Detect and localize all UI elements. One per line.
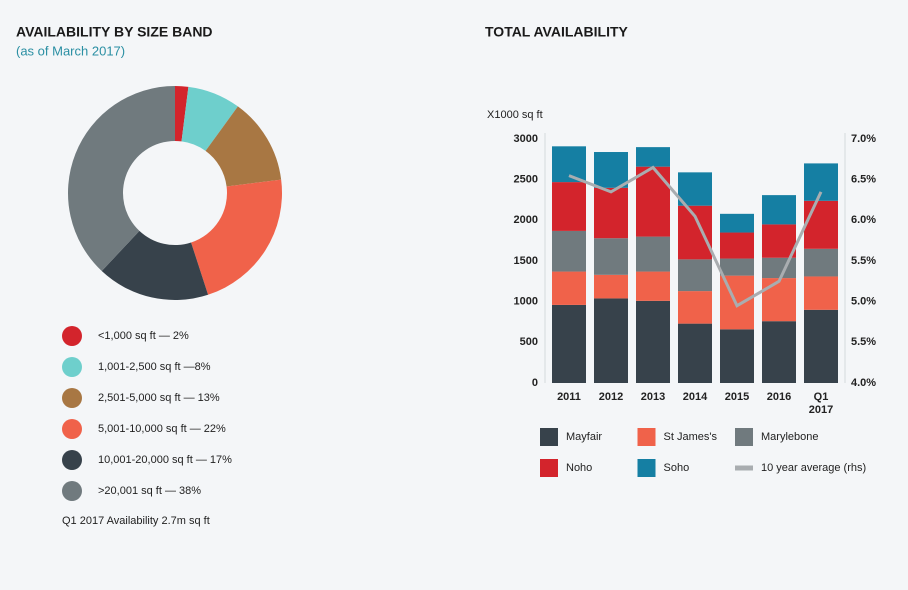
chart-title: AVAILABILITY BY SIZE BAND — [16, 24, 213, 40]
y2-tick-label: 5.0% — [851, 296, 876, 308]
donut-slice — [175, 86, 189, 142]
legend-label: 10 year average (rhs) — [761, 462, 866, 474]
legend-label: Mayfair — [566, 431, 602, 443]
bar-segment — [804, 200, 838, 249]
bar-segment — [762, 224, 796, 258]
bar-segment — [720, 258, 754, 276]
bar-segment — [762, 278, 796, 322]
legend-label: Marylebone — [761, 431, 818, 443]
legend-label: Soho — [664, 462, 690, 474]
y-tick-label: 1500 — [514, 255, 538, 267]
legend-label: 2,501-5,000 sq ft — 13% — [98, 392, 220, 404]
legend-label: 1,001-2,500 sq ft —8% — [98, 361, 211, 373]
bar-segment — [720, 329, 754, 383]
legend-swatch — [62, 419, 82, 439]
y-tick-label: 1000 — [514, 296, 538, 308]
bar-segment — [804, 309, 838, 383]
legend-label: >20,001 sq ft — 38% — [98, 485, 201, 497]
bar-segment — [804, 248, 838, 277]
legend-swatch — [637, 459, 656, 477]
donut-slice — [181, 86, 238, 151]
bar-segment — [594, 152, 628, 188]
bar-segment — [552, 304, 586, 383]
x-tick-label: 2012 — [599, 391, 623, 403]
donut-slice — [191, 179, 282, 295]
bar-segment — [552, 182, 586, 231]
legend-swatch — [540, 459, 558, 477]
bar-segment — [762, 195, 796, 225]
chart-title: TOTAL AVAILABILITY — [485, 24, 629, 40]
legend-label: 5,001-10,000 sq ft — 22% — [98, 423, 226, 435]
donut-slice — [205, 106, 282, 187]
legend-label: <1,000 sq ft — 2% — [98, 330, 189, 342]
x-tick-label: 2013 — [641, 391, 665, 403]
bar-segment — [678, 259, 712, 292]
bar-segment — [636, 147, 670, 167]
y-tick-label: 500 — [520, 336, 538, 348]
bar-segment — [678, 205, 712, 260]
legend-swatch — [62, 450, 82, 470]
bar-segment — [678, 291, 712, 324]
y2-tick-label: 4.0% — [851, 377, 876, 389]
x-tick-label: 2015 — [725, 391, 749, 403]
bar-segment — [636, 166, 670, 237]
legend-swatch — [62, 326, 82, 346]
y2-tick-label: 6.5% — [851, 174, 876, 186]
bar-segment — [636, 271, 670, 301]
bar-segment — [636, 236, 670, 272]
x-tick-label: 2016 — [767, 391, 791, 403]
donut-slice — [101, 230, 209, 300]
bar-segment — [678, 172, 712, 206]
bar-segment — [594, 238, 628, 275]
legend-swatch — [735, 428, 753, 446]
y2-tick-label: 5.5% — [851, 336, 876, 348]
bar-segment — [552, 271, 586, 305]
legend-swatch — [540, 428, 558, 446]
x-tick-label: 2014 — [683, 391, 708, 403]
chart-subtitle: (as of March 2017) — [16, 43, 125, 58]
y2-tick-label: 6.0% — [851, 214, 876, 226]
note: Q1 2017 Availability 2.7m sq ft — [62, 515, 210, 527]
bar-segment — [594, 274, 628, 299]
bar-segment — [720, 232, 754, 259]
y-tick-label: 2500 — [514, 174, 538, 186]
legend-label: 10,001-20,000 sq ft — 17% — [98, 454, 232, 466]
bar-segment — [552, 230, 586, 272]
legend-swatch — [62, 357, 82, 377]
bar-segment — [678, 323, 712, 383]
y-tick-label: 0 — [532, 377, 538, 389]
y-tick-label: 2000 — [514, 214, 538, 226]
bar-segment — [594, 187, 628, 239]
legend-label: Noho — [566, 462, 592, 474]
legend-label: St James's — [664, 431, 718, 443]
axis-label: X1000 sq ft — [487, 109, 543, 121]
bar-segment — [720, 213, 754, 233]
y2-tick-label: 5.5% — [851, 255, 876, 267]
x-tick-label: 2011 — [557, 391, 581, 403]
donut-slice — [68, 86, 175, 271]
legend-swatch — [62, 481, 82, 501]
bar-segment — [804, 276, 838, 310]
y-tick-label: 3000 — [514, 133, 538, 145]
legend-swatch — [637, 428, 656, 446]
bar-segment — [762, 257, 796, 279]
bar-segment — [594, 298, 628, 383]
line — [568, 165, 823, 308]
bar-segment — [762, 321, 796, 383]
legend-swatch — [62, 388, 82, 408]
y2-tick-label: 7.0% — [851, 133, 876, 145]
x-tick-label: Q1 2017 — [809, 391, 833, 416]
bar-segment — [636, 300, 670, 383]
